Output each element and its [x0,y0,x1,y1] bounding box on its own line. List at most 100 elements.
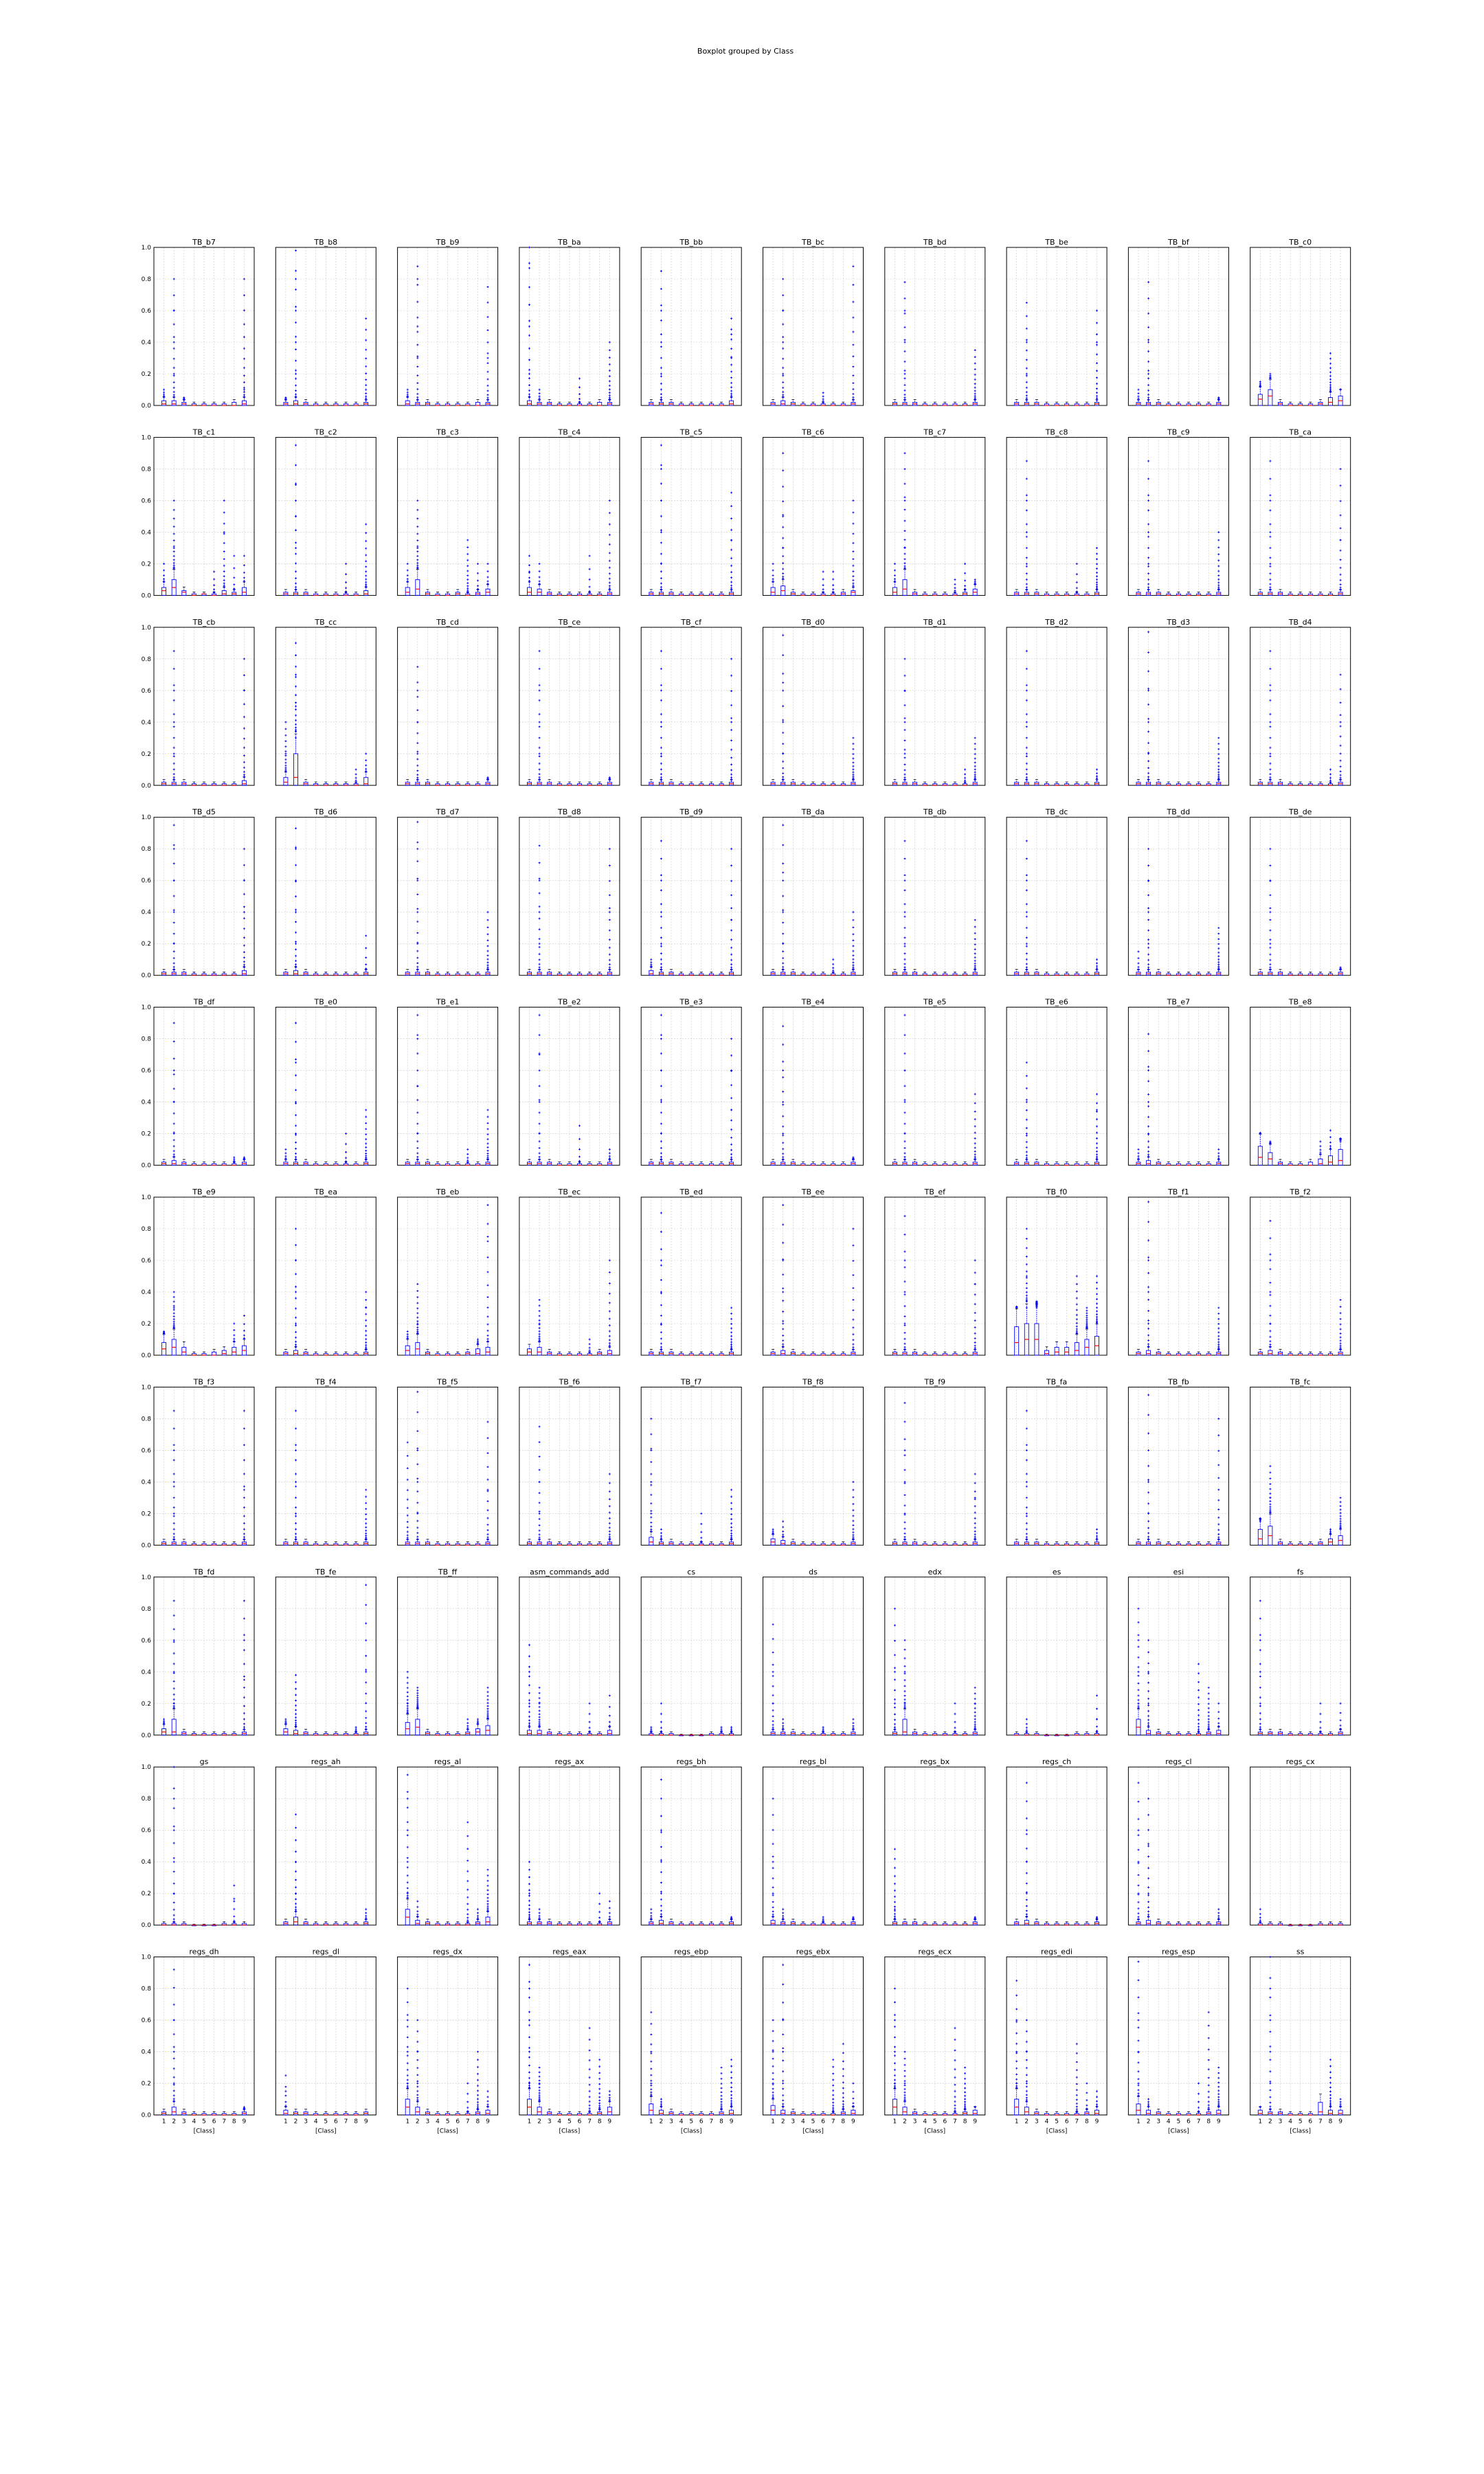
figure-title: Boxplot grouped by Class [697,47,794,56]
y-tick-label: 0.4 [142,339,152,346]
panel-title: TB_d6 [313,807,337,816]
panel-TB_d5: TB_d5 0.0 0.2 0.4 0.6 0.8 1.0 [142,807,255,979]
panel-TB_de: TB_de [1250,807,1351,976]
panel-TB_c1: TB_c1 0.0 0.2 0.4 0.6 0.8 1.0 [142,427,255,599]
axes-frame [1006,816,1108,976]
panel-TB_bc: TB_bc [763,238,864,406]
panel-title: TB_bf [1167,238,1190,247]
y-tick-label: 0.2 [142,941,151,948]
axes-frame [519,816,620,976]
axes-frame [153,816,255,976]
axes-frame [275,436,376,596]
panel-TB_c9: TB_c9 [1127,427,1229,597]
panel-TB_dc: TB_dc [1006,807,1108,976]
panel-TB_da: TB_da [763,807,864,976]
panel-title: TB_c8 [1045,427,1068,436]
axes-frame [397,436,499,596]
panel-title: TB_d5 [192,807,216,816]
panel-title: TB_d8 [557,807,581,816]
axes-frame [1250,247,1351,406]
axes-frame [397,627,499,786]
panel-TB_c6: TB_c6 [763,427,864,597]
panel-title: TB_c0 [1288,238,1312,247]
panel-TB_c8: TB_c8 [1006,427,1108,597]
panel-TB_c5: TB_c5 [640,427,742,597]
panel-title: TB_db [923,807,947,816]
panel-title: TB_c7 [923,427,946,436]
panel-TB_d1: TB_d1 [884,618,986,786]
panel-TB_bf: TB_bf [1127,238,1229,406]
panel-title: TB_ca [1288,427,1312,436]
y-tick-label: 0.4 [142,529,152,536]
panel-TB_db: TB_db [884,807,986,976]
y-tick-label: 0.2 [142,561,151,568]
y-tick-label: 0.6 [142,498,152,504]
panel-TB_bb: TB_bb [640,238,742,406]
panel-TB_b7: TB_b7 0.0 0.2 0.4 0.6 0.8 1.0 [142,238,255,410]
axes-frame [763,627,864,786]
panel-title: TB_b9 [436,238,460,247]
panel-title: TB_cb [192,618,216,627]
axes-frame [275,816,376,976]
panel-title: TB_ba [557,238,581,247]
axes-frame [1127,436,1229,596]
panel-title: TB_bc [801,238,824,247]
panel-title: TB_bb [679,238,703,247]
axes-frame [1127,816,1229,976]
box-class-2 [902,579,908,596]
panel-title: TB_d1 [923,618,947,627]
panel-title: TB_dc [1045,807,1068,816]
y-tick-label: 0.6 [142,308,152,315]
y-tick-label: 0.0 [142,592,152,599]
panel-TB_d6: TB_d6 [275,807,376,976]
box-class-2 [415,579,420,596]
panel-title: TB_d4 [1288,618,1312,627]
panel-TB_c3: TB_c3 [397,427,499,597]
panel-TB_ce: TB_ce [519,618,620,786]
panel-TB_bd: TB_bd [884,238,986,406]
axes-frame [763,816,864,976]
axes-frame [1127,247,1229,406]
panel-title: TB_d0 [801,618,825,627]
panel-TB_c0: TB_c0 [1250,238,1351,406]
panel-TB_d0: TB_d0 [763,618,864,786]
y-tick-label: 0.2 [142,371,151,378]
axes-frame [519,627,620,786]
axes-frame [275,627,376,786]
panel-TB_be: TB_be [1006,238,1108,406]
panel-title: TB_d3 [1167,618,1191,627]
axes-frame [763,436,864,596]
panel-title: TB_d9 [679,807,703,816]
y-tick-label: 0.8 [142,276,152,283]
axes-frame [1250,816,1351,976]
axes-frame [519,436,620,596]
axes-frame [1006,436,1108,596]
axes-frame [884,247,986,406]
panel-TB_cd: TB_cd [397,618,499,786]
y-tick-label: 0.8 [142,846,152,853]
panel-title: TB_cd [436,618,459,627]
y-tick-label: 0.2 [142,751,151,758]
axes-frame [1250,436,1351,596]
panel-TB_c7: TB_c7 [884,427,986,597]
y-tick-label: 0.0 [142,783,152,790]
panel-TB_d4: TB_d4 [1250,618,1351,786]
panel-TB_d2: TB_d2 [1006,618,1108,786]
panel-title: TB_be [1044,238,1068,247]
panel-TB_cf: TB_cf [640,618,742,786]
axes-frame [1006,627,1108,786]
panel-TB_ba: TB_ba [519,238,620,406]
y-tick-label: 1.0 [142,814,152,821]
panel-title: TB_d7 [436,807,460,816]
axes-frame [153,247,255,406]
axes-frame [153,627,255,786]
axes-frame [884,436,986,596]
panel-TB_d8: TB_d8 [519,807,620,976]
panel-title: TB_b8 [313,238,337,247]
axes-frame [397,816,499,976]
panel-title: TB_c5 [679,427,703,436]
panel-TB_c2: TB_c2 [275,427,376,597]
axes-frame [763,247,864,406]
panel-title: TB_da [801,807,825,816]
